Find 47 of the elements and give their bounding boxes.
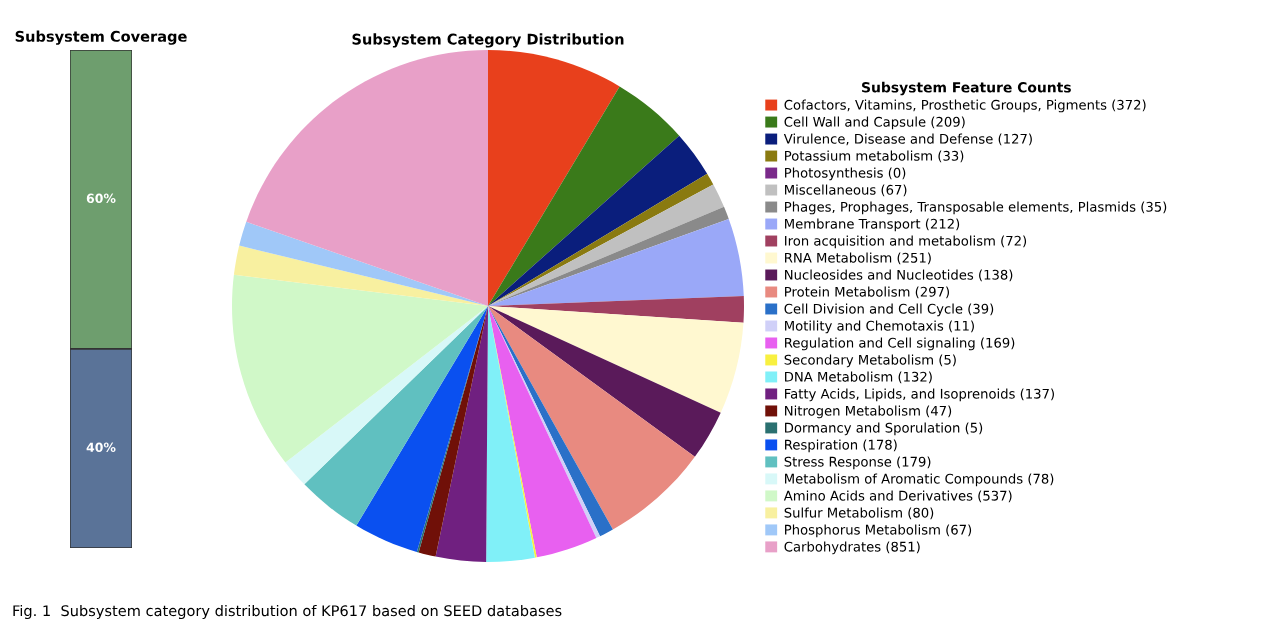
pie-slice bbox=[232, 274, 488, 463]
pie-slice bbox=[488, 50, 620, 306]
legend-label: Potassium metabolism (33) bbox=[785, 150, 964, 163]
legend-label: Secondary Metabolism (5) bbox=[784, 354, 956, 368]
pie-slice bbox=[304, 306, 488, 526]
data-label: 40% bbox=[86, 442, 116, 453]
legend-label: Fatty Acids, Lipids, and Isoprenoids (137) bbox=[785, 388, 1054, 402]
legend-label: Nitrogen Metabolism (47) bbox=[785, 405, 952, 419]
legend-label: Iron acquisition and metabolism (72) bbox=[785, 235, 1027, 249]
legend-label: Respiration (178) bbox=[785, 439, 897, 453]
legend-label: Virulence, Disease and Defense (127) bbox=[783, 133, 1032, 146]
legend-label: Stress Response (179) bbox=[784, 456, 931, 470]
legend-label: Miscellaneous (67) bbox=[785, 184, 907, 197]
chart-title: Subsystem Coverage bbox=[15, 30, 187, 45]
legend-label: Carbohydrates (851) bbox=[784, 541, 920, 555]
legend-label: Cell Division and Cell Cycle (39) bbox=[784, 303, 994, 317]
pie-slice bbox=[488, 306, 744, 413]
legend-label: Motility and Chemotaxis (11) bbox=[785, 320, 974, 334]
legend-label: Cofactors, Vitamins, Prosthetic Groups, Pigments (372) bbox=[784, 99, 1146, 113]
legend-label: Metabolism of Aromatic Compounds (78) bbox=[785, 473, 1054, 487]
legend-label: Regulation and Cell signaling (169) bbox=[785, 337, 1015, 351]
pie-slice bbox=[233, 245, 488, 306]
chart-title: Subsystem Category Distribution bbox=[352, 33, 624, 48]
legend-label: RNA Metabolism (251) bbox=[785, 252, 931, 265]
pie-slice bbox=[488, 135, 708, 306]
pie-slice bbox=[488, 218, 744, 306]
caption: Fig. 1 Subsystem category distribution of KP617 based on SEED databases bbox=[13, 604, 562, 620]
pie-slice bbox=[488, 306, 695, 530]
legend-label: Dormancy and Sporulation (5) bbox=[785, 422, 983, 436]
pie-slice bbox=[356, 306, 488, 552]
pie-slice bbox=[246, 50, 488, 306]
legend-label: Cell Wall and Capsule (209) bbox=[784, 116, 965, 130]
pie-slice bbox=[488, 86, 680, 306]
data-label: 60% bbox=[86, 193, 116, 204]
legend-title: Subsystem Feature Counts bbox=[862, 81, 1071, 96]
legend-label: Photosynthesis (0) bbox=[785, 167, 906, 181]
legend-label: Protein Metabolism (297) bbox=[785, 286, 949, 299]
legend-label: Sulfur Metabolism (80) bbox=[784, 507, 934, 520]
legend-label: Membrane Transport (212) bbox=[785, 218, 960, 232]
legend-label: Phosphorus Metabolism (67) bbox=[785, 524, 972, 538]
pie-slice bbox=[239, 221, 488, 306]
legend-label: Phages, Prophages, Transposable elements, Plasmids (35) bbox=[785, 201, 1167, 215]
legend-label: DNA Metabolism (132) bbox=[785, 371, 932, 384]
legend-label: Amino Acids and Derivatives (537) bbox=[783, 490, 1012, 503]
legend-label: Nucleosides and Nucleotides (138) bbox=[785, 269, 1013, 282]
pie-slice bbox=[488, 306, 721, 457]
pie-slice bbox=[435, 306, 488, 562]
